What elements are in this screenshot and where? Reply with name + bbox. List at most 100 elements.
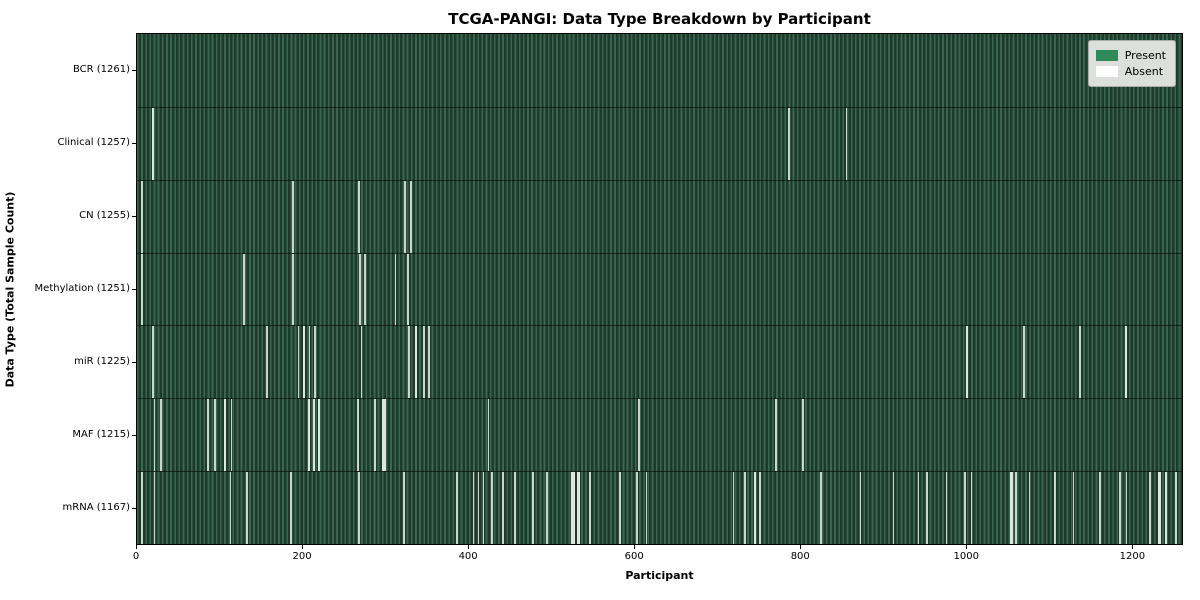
absent-stripe — [589, 472, 592, 544]
y-tick-label-mRNA: mRNA (1167) — [62, 502, 130, 514]
absent-stripe — [307, 399, 311, 472]
absent-stripe — [407, 326, 410, 399]
absent-stripe — [1028, 472, 1031, 544]
x-tick-label-600: 600 — [624, 551, 644, 562]
present-swatch-icon — [1095, 50, 1118, 61]
absent-stripe — [970, 472, 973, 544]
absent-stripe — [775, 399, 777, 472]
x-tick-mark — [966, 545, 968, 549]
heatmap-row-BCR — [137, 34, 1182, 107]
legend-entry-present: Present — [1095, 49, 1166, 62]
absent-stripe — [141, 253, 143, 326]
y-tick-label-CN: CN (1255) — [79, 209, 130, 221]
y-tick-label-MAF: MAF (1215) — [72, 429, 130, 441]
absent-stripe — [1015, 472, 1018, 544]
absent-stripe — [1072, 472, 1075, 544]
absent-stripe — [414, 326, 418, 399]
absent-stripe — [744, 472, 747, 544]
absent-stripe — [965, 326, 969, 399]
heatmap-row-CN — [137, 179, 1182, 253]
absent-stripe — [151, 326, 154, 399]
absent-stripe — [1175, 472, 1178, 544]
absent-stripe — [141, 180, 143, 253]
absent-stripe — [153, 472, 156, 544]
absent-stripe — [382, 399, 386, 472]
heatmap-row-Methylation — [137, 252, 1182, 326]
x-tick-label-1000: 1000 — [953, 551, 979, 562]
absent-stripe — [619, 472, 621, 544]
absent-stripe — [317, 399, 321, 472]
absent-stripe — [917, 472, 920, 544]
heatmap-row-MAF — [137, 398, 1182, 472]
absent-stripe — [732, 472, 735, 544]
absent-stripe — [638, 399, 641, 472]
absent-stripe — [358, 472, 360, 544]
absent-stripe — [422, 326, 425, 399]
y-tick-mark — [132, 362, 136, 364]
legend-present-label: Present — [1124, 49, 1166, 62]
y-tick-label-Methylation: Methylation (1251) — [34, 283, 130, 294]
x-tick-mark — [302, 545, 304, 549]
y-tick-mark — [132, 215, 136, 217]
absent-stripe — [1148, 472, 1151, 544]
absent-stripe — [291, 180, 294, 253]
y-tick-mark — [132, 289, 136, 290]
absent-stripe — [482, 472, 485, 544]
absent-stripe — [230, 399, 233, 472]
chart-title: TCGA-PANGI: Data Type Breakdown by Parti… — [448, 10, 871, 28]
absent-stripe — [945, 472, 948, 544]
y-tick-mark — [132, 142, 136, 144]
absent-stripe — [364, 253, 366, 326]
absent-stripe — [892, 472, 895, 544]
absent-stripe — [302, 326, 306, 399]
absent-stripe — [207, 399, 210, 472]
absent-stripe — [802, 399, 805, 472]
absent-stripe — [1054, 472, 1057, 544]
absent-stripe — [490, 472, 493, 544]
absent-stripe — [243, 253, 245, 326]
absent-stripe — [266, 326, 268, 399]
absent-stripe — [160, 399, 162, 472]
absent-stripe — [1164, 472, 1168, 544]
absent-stripe — [403, 180, 406, 253]
x-tick-mark — [1132, 545, 1134, 549]
absent-stripe — [788, 107, 791, 180]
y-tick-label-BCR: BCR (1261) — [72, 63, 130, 75]
absent-stripe — [759, 472, 761, 544]
y-tick-mark — [132, 508, 136, 510]
absent-stripe — [141, 472, 143, 544]
absent-stripe — [502, 472, 505, 544]
absent-stripe — [546, 472, 549, 544]
absent-stripe — [308, 326, 311, 399]
plot-area — [136, 33, 1183, 545]
x-tick-mark — [136, 545, 137, 549]
absent-stripe — [1022, 326, 1025, 399]
heatmap-row-miR — [137, 325, 1182, 399]
absent-stripe — [859, 472, 862, 544]
absent-stripe — [532, 472, 534, 544]
x-tick-label-400: 400 — [458, 551, 478, 562]
absent-stripe — [1124, 326, 1128, 399]
absent-stripe — [1125, 472, 1128, 544]
x-tick-mark — [634, 545, 636, 549]
absent-stripe — [407, 253, 409, 326]
absent-swatch-icon — [1095, 66, 1118, 77]
y-tick-label-miR: miR (1225) — [74, 356, 130, 368]
x-tick-mark — [468, 545, 470, 549]
x-axis-label: Participant — [625, 569, 694, 582]
absent-stripe — [229, 472, 232, 544]
absent-stripe — [964, 472, 966, 544]
absent-stripe — [635, 472, 638, 544]
y-tick-mark — [132, 435, 136, 437]
absent-stripe — [374, 399, 376, 472]
absent-stripe — [1119, 472, 1121, 544]
absent-stripe — [845, 107, 848, 180]
y-tick-label-Clinical: Clinical (1257) — [57, 136, 131, 148]
absent-stripe — [577, 472, 580, 544]
absent-stripe — [1157, 472, 1162, 544]
absent-stripe — [487, 399, 490, 472]
absent-stripe — [819, 472, 822, 544]
absent-stripe — [290, 472, 292, 544]
absent-stripe — [291, 253, 294, 326]
absent-stripe — [456, 472, 458, 544]
